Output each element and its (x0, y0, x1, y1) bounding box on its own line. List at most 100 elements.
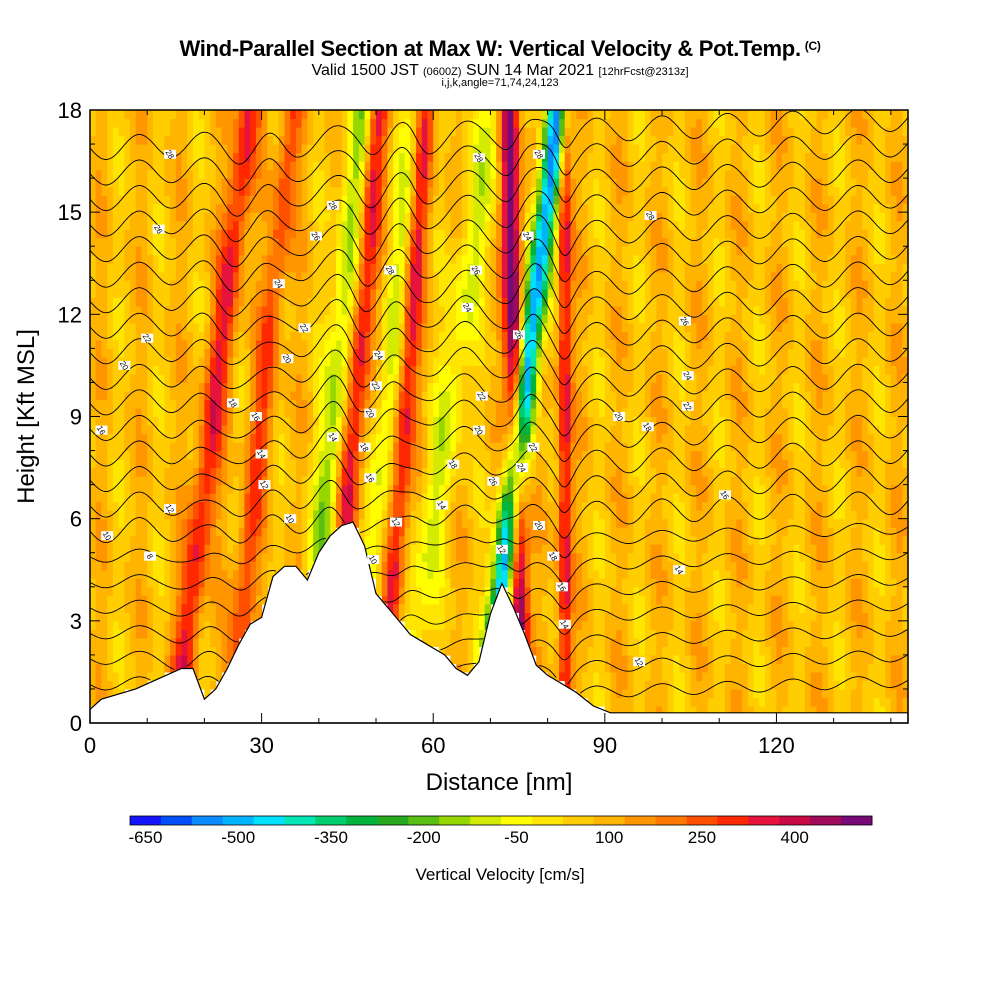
x-tick-label: 60 (421, 733, 445, 758)
isentrope-line (89, 363, 909, 416)
isentrope-line (580, 676, 909, 698)
isentrope-line (89, 184, 909, 243)
valid-time: Valid 1500 JST (311, 62, 419, 79)
colorbar-swatch (346, 816, 378, 825)
colorbar-swatch (408, 816, 440, 825)
isentrope-line (89, 440, 909, 492)
contour-label-bg (249, 412, 262, 421)
x-tick-label: 120 (758, 733, 795, 758)
colorbar-tick-label: -200 (407, 828, 441, 847)
y-tick-label: 12 (58, 302, 82, 327)
isentrope-line (89, 210, 909, 268)
contour-label-bg (281, 354, 294, 364)
colorbar-label: Vertical Velocity [cm/s] (415, 865, 584, 884)
contour-label-bg (141, 333, 154, 343)
chart-subtitle: Valid 1500 JST (0600Z) SUN 14 Mar 2021 [… (0, 62, 1000, 80)
colorbar-swatch (686, 816, 718, 825)
contour-label-bg (95, 425, 108, 435)
colorbar-swatch (810, 816, 842, 825)
colorbar-tick-label: -50 (504, 828, 529, 847)
colorbar-swatch (130, 816, 162, 825)
isentrope-line (89, 491, 909, 544)
contour-label-bg (298, 323, 311, 333)
contour-label-bg (472, 425, 485, 435)
contour-label-bg (470, 265, 483, 275)
x-tick-label: 0 (84, 733, 96, 758)
isentrope-line (89, 465, 909, 518)
isentrope-line (89, 414, 909, 467)
colorbar-swatch (531, 816, 564, 825)
colorbar-swatch (253, 816, 285, 825)
y-tick-label: 0 (70, 711, 82, 736)
terrain (89, 521, 909, 724)
contour-label-bg (641, 422, 654, 432)
contour-label-bg (472, 153, 485, 163)
x-tick-label: 90 (593, 733, 617, 758)
colorbar-swatch (655, 816, 687, 825)
contour-label-bg (390, 517, 403, 527)
isentrope-labels: 2826222016108121816141210242220262814282… (95, 148, 731, 669)
colorbar-swatch (624, 816, 656, 825)
isentrope-line (89, 338, 909, 390)
contour-label-bg (447, 459, 460, 469)
contour-label-bg (144, 551, 157, 561)
contour-label-bg (372, 350, 385, 360)
isentrope-line (89, 599, 909, 644)
contour-label-bg (435, 500, 448, 510)
isentrope-line (89, 312, 909, 365)
colorbar-tick-label: -500 (221, 828, 255, 847)
isentrope-line (89, 522, 909, 565)
contour-label-bg (327, 432, 340, 442)
contour-label-bg (527, 442, 540, 452)
contour-label-bg (475, 391, 488, 401)
y-tick-label: 15 (58, 200, 82, 225)
grid-indices: i,j,k,angle=71,74,24,123 (441, 77, 559, 89)
colorbar-swatch (501, 816, 533, 825)
contour-label-bg (255, 449, 268, 459)
isentrope-line (89, 625, 909, 670)
forecast-info: [12hrFcst@2313z] (598, 66, 689, 78)
contour-label-bg (284, 514, 297, 524)
colorbar-swatch (191, 816, 224, 825)
isentrope-line (89, 159, 909, 217)
axes (89, 109, 908, 724)
contour-label-bg (272, 279, 285, 289)
y-tick-label: 18 (58, 98, 82, 123)
valid-utc: (0600Z) (422, 66, 462, 78)
colorbar-swatch (470, 816, 502, 825)
contour-label-bg (555, 582, 568, 592)
contour-label-bg (309, 231, 322, 241)
isentrope-contours (89, 110, 909, 698)
colorbar-swatch (717, 816, 749, 825)
colorbar-tick-label: 250 (688, 828, 716, 847)
chart-title-text: Wind-Parallel Section at Max W: Vertical… (179, 36, 801, 61)
copyright-mark: (C) (804, 39, 821, 53)
contour-label-bg (358, 442, 371, 452)
contour-label-bg (118, 360, 131, 370)
contour-label-bg (367, 555, 380, 565)
colorbar-frame (129, 815, 873, 826)
colorbar-swatch (779, 816, 811, 825)
contour-label-bg (633, 657, 646, 667)
colorbar-swatch (841, 816, 873, 825)
contour-label-bg (673, 565, 686, 575)
colorbar-swatch (748, 816, 780, 825)
x-axis-label: Distance [nm] (426, 769, 573, 796)
contour-label-bg (487, 476, 500, 486)
colorbar-swatch (284, 816, 316, 825)
colorbar: -650 -500 -350 -200 -50 100 250 400 Vertical Vel… (128, 815, 873, 884)
contour-label-bg (370, 381, 383, 391)
y-tick-label: 9 (70, 405, 82, 430)
colorbar-tick-label: 100 (595, 828, 623, 847)
contour-label-bg (681, 401, 694, 411)
colorbar-swatch (377, 816, 409, 825)
isentrope-line (89, 236, 909, 293)
contour-label-bg (164, 503, 177, 513)
colorbar-swatch (562, 816, 595, 825)
isentrope-line (89, 548, 909, 591)
contour-label-bg (558, 619, 571, 629)
y-tick-label: 3 (70, 609, 82, 634)
contour-label-bg (681, 371, 694, 381)
contour-label-bg (521, 231, 534, 241)
